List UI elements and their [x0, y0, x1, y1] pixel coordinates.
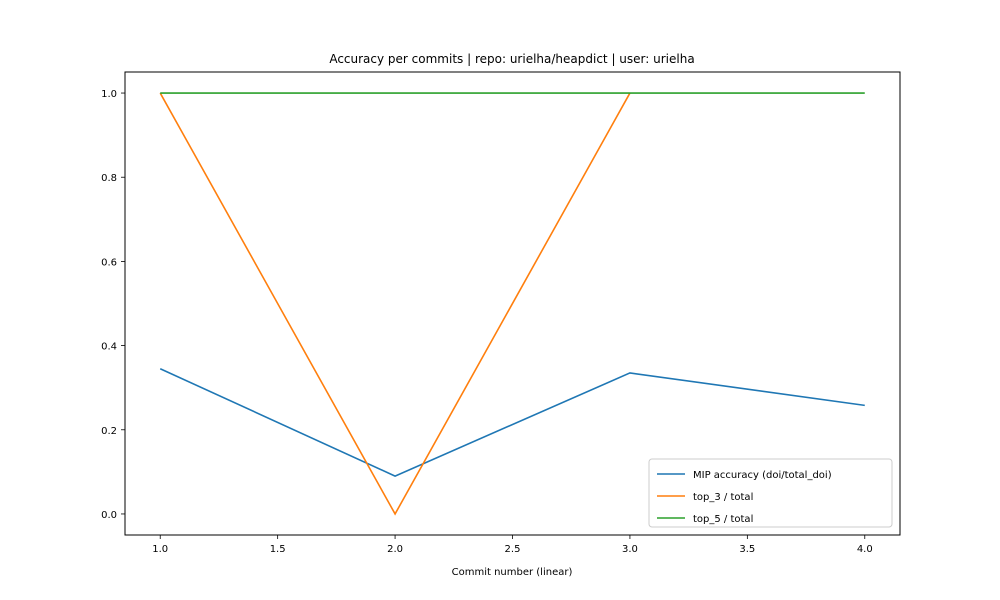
y-tick-label: 0.4: [101, 342, 117, 353]
x-tick-label: 1.5: [270, 544, 286, 555]
axis-ticks: 1.0 1.5 2.0 2.5 3.0 3.5 4.0 0.0 0.2 0.4 0.6 0.8 1.0: [101, 89, 873, 555]
series-line-1: [159, 368, 865, 477]
x-tick-label: 3.0: [622, 544, 638, 555]
chart-title: Accuracy per commits | repo: urielha/hea…: [329, 52, 694, 66]
y-tick-label: 0.6: [101, 257, 117, 268]
y-tick-label: 0.8: [101, 173, 117, 184]
y-tick-label: 0.2: [101, 426, 117, 437]
y-tick-label: 0.0: [101, 510, 117, 521]
plot-frame: [124, 71, 901, 536]
x-tick-label: 1.0: [152, 544, 168, 555]
series-lines: [159, 92, 865, 516]
x-axis-label: Commit number (linear): [452, 567, 573, 578]
legend-entry-label: top_3 / total: [693, 492, 753, 503]
legend-entry-label: top_5 / total: [693, 514, 753, 525]
legend-entry-label: MIP accuracy (doi/total_doi): [693, 470, 832, 481]
legend-box: [648, 458, 893, 528]
x-tick-label: 2.5: [505, 544, 521, 555]
x-tick-label: 4.0: [857, 544, 873, 555]
y-tick-label: 1.0: [101, 89, 117, 100]
x-tick-label: 3.5: [739, 544, 755, 555]
legend: MIP accuracy (doi/total_doi) top_3 / tota…: [648, 458, 893, 528]
x-tick-label: 2.0: [387, 544, 403, 555]
series-line-2: [159, 92, 631, 516]
